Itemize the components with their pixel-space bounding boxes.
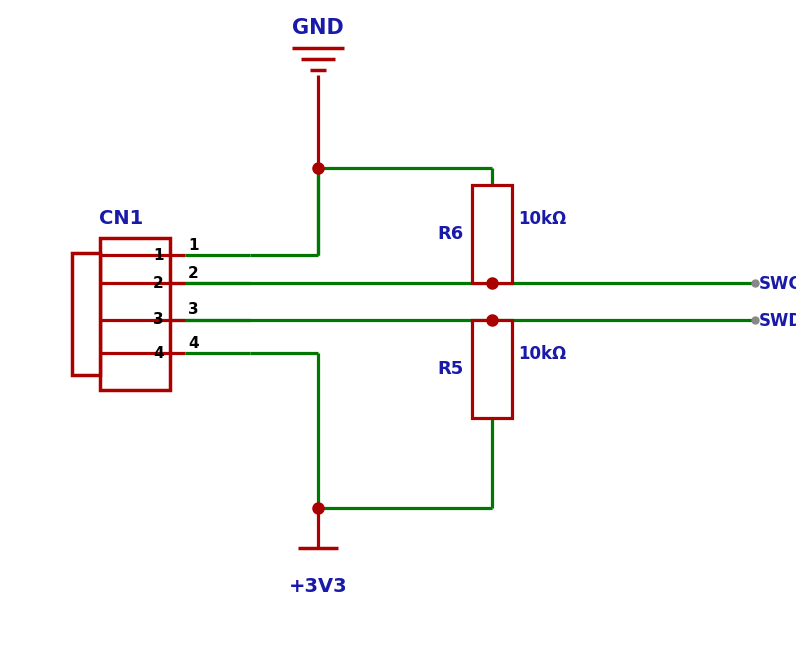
Text: 2: 2 bbox=[188, 266, 199, 281]
Text: GND: GND bbox=[292, 18, 344, 38]
Bar bbox=[72, 253, 100, 375]
Text: 1: 1 bbox=[188, 238, 198, 253]
Text: +3V3: +3V3 bbox=[289, 577, 347, 596]
Text: 3: 3 bbox=[154, 312, 164, 327]
Text: 1: 1 bbox=[154, 248, 164, 262]
Bar bbox=[472, 320, 512, 418]
Text: SWDIO_PA13: SWDIO_PA13 bbox=[759, 312, 796, 330]
Text: R5: R5 bbox=[438, 360, 464, 378]
Bar bbox=[100, 238, 170, 390]
Text: 3: 3 bbox=[188, 303, 199, 318]
Text: CN1: CN1 bbox=[99, 209, 143, 228]
Text: 4: 4 bbox=[154, 345, 164, 360]
Text: 4: 4 bbox=[188, 336, 199, 351]
Text: SWCLK_PA14: SWCLK_PA14 bbox=[759, 275, 796, 293]
Text: 2: 2 bbox=[154, 275, 164, 290]
Text: 10kΩ: 10kΩ bbox=[518, 345, 566, 364]
Bar bbox=[472, 185, 512, 283]
Text: 10kΩ: 10kΩ bbox=[518, 211, 566, 228]
Text: R6: R6 bbox=[438, 225, 464, 243]
